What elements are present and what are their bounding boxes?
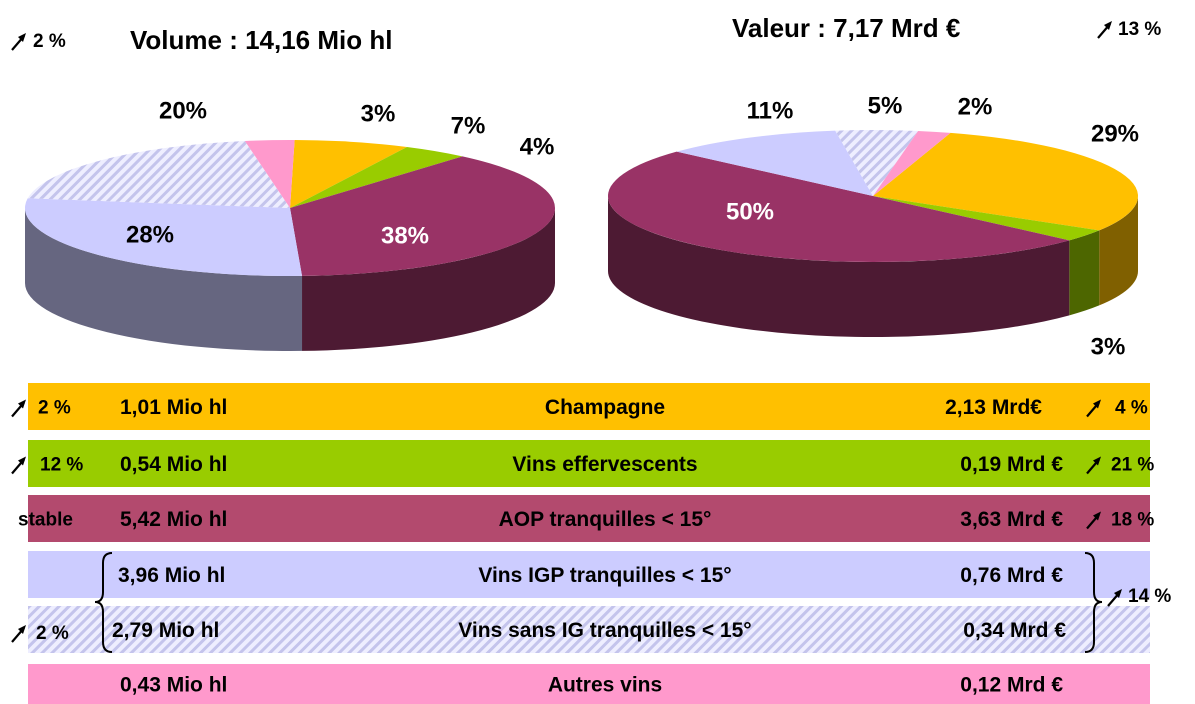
pie-side bbox=[25, 208, 303, 351]
value: 2,13 Mrd€ bbox=[945, 396, 1042, 419]
value: 0,34 Mrd € bbox=[963, 619, 1066, 642]
pie-label: 38% bbox=[381, 222, 429, 249]
arrow-up bbox=[10, 623, 28, 644]
pie-slice bbox=[873, 132, 1138, 231]
table-row bbox=[28, 606, 1150, 653]
value-change: 13 % bbox=[1118, 19, 1161, 40]
volume: 5,42 Mio hl bbox=[120, 508, 227, 531]
arrow-up bbox=[10, 398, 28, 418]
value: 3,63 Mrd € bbox=[960, 508, 1063, 531]
table-row bbox=[28, 551, 1150, 598]
value: 0,12 Mrd € bbox=[960, 674, 1063, 697]
pie-slice bbox=[290, 140, 407, 208]
pie-slice bbox=[873, 196, 1100, 241]
pie-slice bbox=[27, 140, 291, 208]
pie-label: 3% bbox=[361, 100, 396, 127]
pies: 7% 4% 38% 28% 20% 3% 29% 3% 50% 11% 5% 2% bbox=[24, 92, 1139, 360]
table-row bbox=[28, 664, 1150, 704]
pie-label: 20% bbox=[159, 97, 207, 124]
volume-title: Volume : 14,16 Mio hl bbox=[130, 25, 392, 55]
wine-category: Vins IGP tranquilles < 15° bbox=[478, 564, 731, 587]
pie-slice bbox=[608, 151, 1070, 262]
pie-label: 29% bbox=[1091, 120, 1139, 147]
volume: 1,01 Mio hl bbox=[120, 396, 227, 419]
pie-side bbox=[608, 196, 1070, 338]
wine-category: Champagne bbox=[545, 396, 665, 419]
value-title: Valeur : 7,17 Mrd € bbox=[732, 13, 960, 43]
table-row bbox=[28, 440, 1150, 487]
pie-label: 2% bbox=[958, 93, 993, 120]
table-row bbox=[28, 383, 1150, 430]
volume: 0,43 Mio hl bbox=[120, 674, 227, 697]
value: 0,19 Mrd € bbox=[960, 453, 1063, 476]
wine-category: Vins sans IG tranquilles < 15° bbox=[458, 619, 751, 642]
pie-label: 50% bbox=[726, 198, 774, 225]
pie-label: 4% bbox=[520, 133, 555, 160]
wine-category: Autres vins bbox=[548, 674, 662, 697]
pie-label: 11% bbox=[747, 97, 794, 124]
arrow-up bbox=[1096, 19, 1114, 40]
pie-slice bbox=[290, 146, 463, 208]
pie-slice bbox=[24, 198, 303, 276]
brace-right bbox=[1084, 552, 1103, 653]
volume-change: stable bbox=[18, 510, 73, 531]
pie-label: 5% bbox=[868, 92, 903, 119]
volume-change: 12 % bbox=[40, 455, 83, 476]
pie-label: 28% bbox=[126, 221, 174, 248]
pie-side bbox=[302, 208, 555, 351]
volume: 3,96 Mio hl bbox=[118, 564, 225, 587]
group-volume-change: 2 % bbox=[36, 623, 69, 644]
group-value-change: 14 % bbox=[1128, 586, 1171, 607]
wine-category: Vins effervescents bbox=[512, 453, 697, 476]
brace-left bbox=[94, 552, 113, 653]
value: 0,76 Mrd € bbox=[960, 564, 1063, 587]
pie-slice bbox=[835, 130, 919, 196]
pie-label: 3% bbox=[1091, 333, 1126, 360]
volume: 2,79 Mio hl bbox=[112, 619, 219, 642]
volume-change: 2 % bbox=[33, 31, 66, 52]
pie-slice bbox=[873, 130, 951, 196]
volume: 0,54 Mio hl bbox=[120, 453, 227, 476]
table: 1,01 Mio hl Champagne 2,13 Mrd€ 2 % 4 % 0,54 … bbox=[10, 383, 1171, 704]
pie-side bbox=[1069, 230, 1100, 316]
arrow-up bbox=[10, 31, 28, 52]
pie-label: 7% bbox=[451, 112, 486, 139]
pie-slice bbox=[244, 140, 295, 208]
wine-category: AOP tranquilles < 15° bbox=[499, 508, 712, 531]
pie-slice bbox=[290, 156, 555, 276]
value-change: 18 % bbox=[1111, 510, 1154, 531]
value-change: 21 % bbox=[1111, 455, 1154, 476]
arrow-up bbox=[10, 455, 28, 475]
value-change: 4 % bbox=[1115, 398, 1148, 419]
pie-slice bbox=[676, 130, 873, 196]
pie-side bbox=[1099, 196, 1138, 306]
volume-change: 2 % bbox=[38, 398, 71, 419]
table-row bbox=[28, 495, 1150, 542]
